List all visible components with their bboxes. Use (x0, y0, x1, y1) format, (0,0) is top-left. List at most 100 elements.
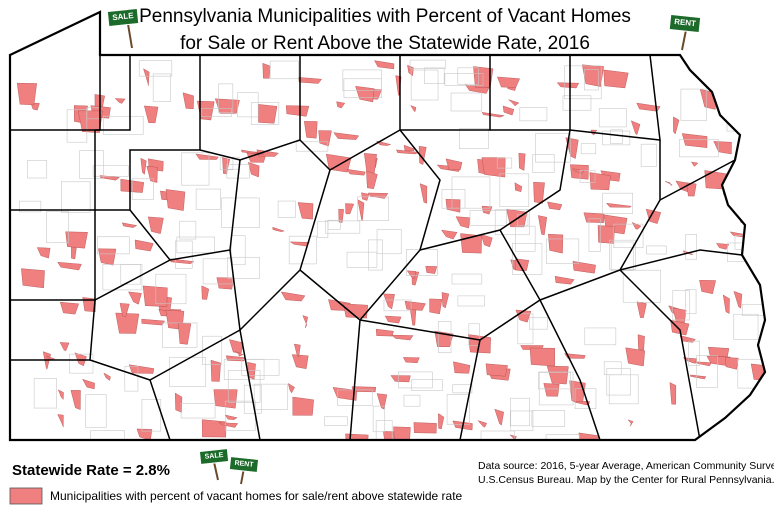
county-border (359, 319, 481, 341)
vacancy-patch (115, 312, 140, 334)
municipal-border (90, 430, 125, 440)
municipal-border (574, 388, 597, 409)
vacancy-patch (141, 318, 165, 326)
vacancy-patch (292, 396, 314, 416)
municipal-border (696, 355, 718, 388)
vacancy-patch (670, 319, 690, 336)
sale-sign: SALE (198, 448, 230, 481)
vacancy-patch (262, 62, 271, 79)
vacancy-patch (410, 105, 417, 112)
municipal-border (223, 358, 265, 380)
county-border (199, 55, 301, 161)
municipal-border (227, 256, 260, 279)
municipal-border (610, 241, 634, 271)
vacancy-patch (631, 222, 642, 230)
vacancy-patch (285, 105, 310, 117)
municipal-border (152, 73, 172, 102)
vacancy-patch (673, 116, 680, 135)
vacancy-patch (564, 353, 586, 359)
municipal-border (602, 130, 631, 146)
vacancy-patch (280, 291, 306, 302)
vacancy-patch (216, 277, 235, 290)
source-text: Data source: 2016, 5-year Average, Ameri… (478, 460, 774, 472)
vacancy-patch (36, 247, 51, 259)
vacancy-patch (429, 298, 443, 315)
municipal-border (640, 143, 657, 167)
municipal-border (124, 366, 139, 392)
county-border (89, 359, 171, 440)
municipal-border (580, 143, 597, 155)
vacancy-patch (298, 77, 322, 84)
vacancy-patch (119, 303, 130, 318)
legend-label: Municipalities with percent of vacant ho… (50, 489, 463, 503)
vacancy-patch (128, 291, 142, 305)
municipal-border (227, 370, 261, 403)
vacancy-patch (729, 231, 753, 238)
vacancy-patch (477, 420, 487, 428)
vacancy-patch (332, 387, 358, 401)
municipal-border (155, 273, 187, 305)
vacancy-patch (146, 165, 158, 183)
municipal-border (515, 225, 536, 252)
vacancy-patch (664, 181, 673, 186)
vacancy-patch (494, 408, 504, 426)
vacancy-patch (218, 422, 239, 428)
municipal-border (598, 108, 627, 128)
vacancy-patch (578, 432, 599, 440)
vacancy-patch (98, 248, 117, 266)
municipal-border (610, 129, 623, 144)
vacancy-patch (390, 375, 411, 383)
municipal-border (250, 102, 280, 125)
state-outline (8, 10, 767, 442)
vacancy-patch (603, 69, 629, 89)
municipal-border (444, 73, 484, 86)
vacancy-patch (103, 372, 111, 381)
vacancy-patch (514, 182, 523, 192)
vacancy-patch (419, 183, 428, 204)
vacancy-patch (529, 347, 555, 367)
vacancy-patch (509, 434, 517, 440)
vacancy-patch (497, 76, 520, 88)
vacancy-patch (224, 414, 238, 420)
municipal-border (736, 69, 760, 88)
municipal-border (733, 313, 759, 340)
vacancy-patch (21, 268, 45, 289)
vacancy-patch (182, 92, 194, 110)
vacancy-patch (481, 157, 506, 178)
vacancy-patch (572, 168, 585, 174)
municipal-border (141, 398, 162, 432)
vacancy-patch (533, 182, 545, 204)
vacancy-patch (114, 98, 126, 104)
vacancy-patch (376, 393, 388, 410)
municipal-border (579, 170, 596, 183)
vacancy-patch (745, 100, 755, 120)
municipal-border (535, 133, 571, 163)
municipal-border (499, 173, 530, 208)
vacancy-patch (485, 363, 508, 377)
vacancy-patch (235, 351, 244, 357)
vacancy-patch (210, 359, 221, 382)
municipal-border (237, 92, 259, 118)
vacancy-patch (441, 292, 450, 309)
municipal-border (517, 313, 534, 345)
municipal-border (679, 139, 719, 158)
county-border (659, 159, 736, 201)
municipal-border (511, 243, 543, 275)
vacancy-patch (222, 157, 230, 174)
municipal-border (562, 95, 592, 111)
municipal-border (357, 196, 389, 221)
vacancy-patch (376, 328, 394, 337)
municipal-border (27, 160, 48, 179)
municipal-border (450, 92, 483, 112)
vacancy-patch (136, 428, 153, 440)
vacancy-patch (175, 392, 183, 413)
vacancy-patch (363, 153, 377, 175)
vacancy-patch (441, 229, 458, 240)
vacancy-patch (690, 374, 707, 380)
vacancy-patch (134, 239, 154, 252)
sign-board (106, 7, 140, 28)
vacancy-patch (165, 189, 186, 211)
vacancy-patch (518, 152, 526, 171)
municipal-border (269, 60, 299, 80)
municipal-border (180, 403, 216, 419)
